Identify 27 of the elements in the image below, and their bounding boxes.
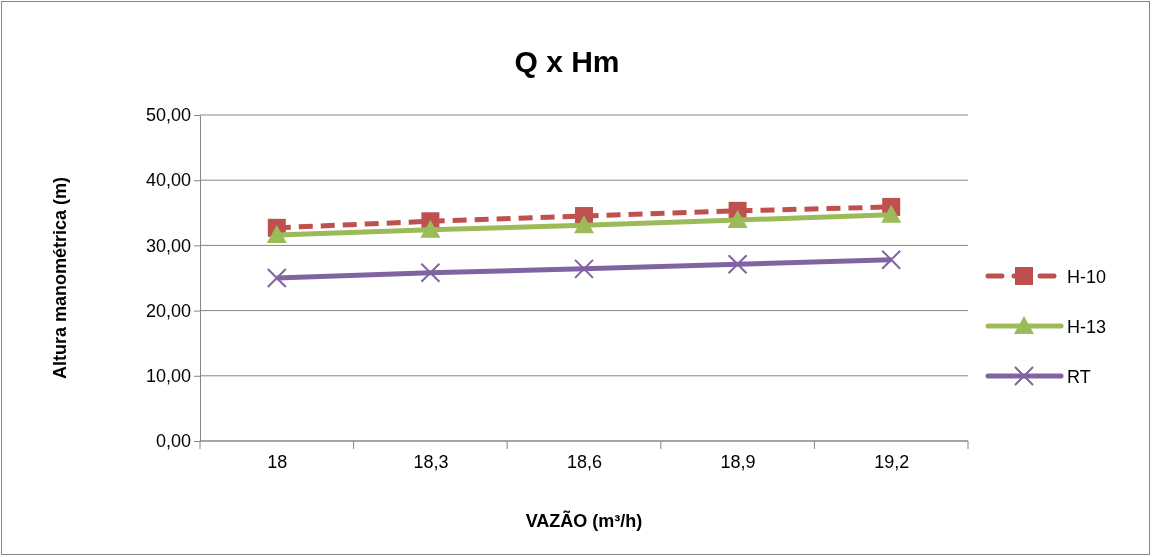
legend-label: H-13 xyxy=(1067,317,1107,337)
point xyxy=(266,224,287,243)
point xyxy=(266,268,287,288)
point xyxy=(881,204,902,223)
point xyxy=(881,249,902,270)
legend-label: H-10 xyxy=(1067,267,1107,287)
y-tick-label: 10,00 xyxy=(145,366,191,387)
chart-title: Q x Hm xyxy=(514,45,620,78)
y-tick-label: 20,00 xyxy=(145,300,191,321)
x-tick-label: 18 xyxy=(267,451,288,472)
x-tick-label: 19,2 xyxy=(874,451,910,472)
point xyxy=(574,215,594,234)
point xyxy=(420,262,441,283)
x-tick-label: 18,3 xyxy=(413,451,449,472)
y-axis-title: Altura manométrica (m) xyxy=(50,176,70,380)
x-tick-label: 18,6 xyxy=(566,451,603,472)
legend-label: RT xyxy=(1067,367,1091,387)
x-tick-label: 18,9 xyxy=(720,451,756,472)
x-axis-title: VAZÃO (m³/h) xyxy=(525,510,643,531)
y-tick-label: 40,00 xyxy=(145,170,191,191)
y-tick-label: 30,00 xyxy=(145,235,191,256)
point xyxy=(420,219,441,238)
y-tick-label: 0,00 xyxy=(155,431,191,452)
point xyxy=(727,254,748,275)
y-tick-label: 50,00 xyxy=(145,105,191,126)
point xyxy=(574,258,594,279)
point xyxy=(727,209,748,228)
